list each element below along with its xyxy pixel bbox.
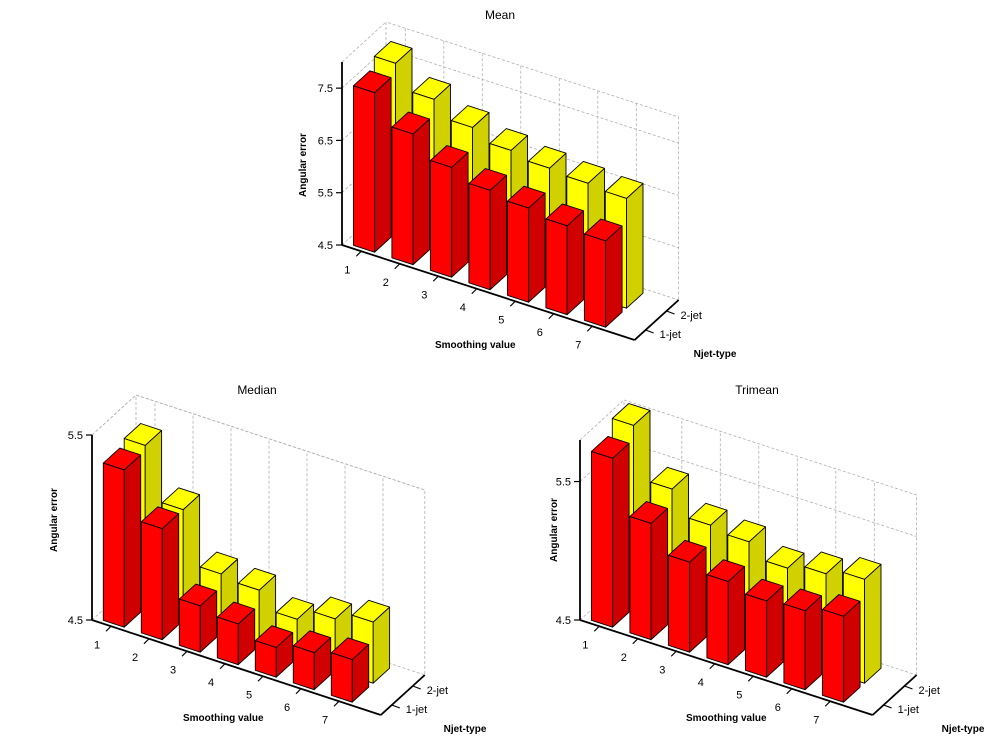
depth-tick-label: 2-jet: [681, 310, 702, 322]
x-tick-label: 6: [775, 702, 781, 714]
chart-title: Mean: [485, 8, 515, 22]
x-axis-label: Smoothing value: [183, 713, 264, 724]
depth-tick-label: 1-jet: [898, 704, 919, 716]
x-tick-label: 3: [170, 664, 176, 676]
x-tick-label: 6: [537, 327, 543, 339]
x-tick-label: 2: [383, 277, 389, 289]
depth-tick-label: 1-jet: [660, 329, 681, 341]
x-axis-label: Smoothing value: [686, 713, 767, 724]
bar-1-jet-3: [178, 583, 218, 653]
y-tick-label: 4.5: [68, 615, 83, 627]
y-tick-label: 4.5: [318, 240, 333, 252]
axes: [86, 434, 426, 716]
depth-tick-label: 2-jet: [427, 685, 448, 697]
y-axis-label: Angular error: [298, 133, 309, 197]
y-axis-label: Angular error: [49, 488, 60, 552]
x-tick-label: 5: [246, 689, 252, 701]
bar-1-jet-4: [216, 601, 256, 666]
z-axis-label: Njet-type: [942, 724, 985, 735]
bar-1-jet-6: [783, 588, 823, 691]
bar-1-jet-2: [629, 501, 669, 641]
bar-1-jet-2: [140, 506, 180, 641]
bar-1-jet-3: [429, 145, 469, 278]
bar-1-jet-6: [292, 630, 332, 691]
x-tick-label: 6: [284, 702, 290, 714]
bar-1-jet-5: [506, 185, 546, 303]
x-tick-label: 4: [460, 302, 466, 314]
x-tick-label: 5: [498, 314, 504, 326]
bar-1-jet-6: [545, 203, 585, 316]
x-tick-label: 3: [421, 289, 427, 301]
x-tick-label: 5: [736, 689, 742, 701]
y-axis-label: Angular error: [549, 498, 560, 562]
x-tick-label: 3: [659, 664, 665, 676]
bar-1-jet-1: [352, 70, 392, 253]
bar-1-jet-7: [330, 637, 370, 703]
bar-1-jet-3: [667, 539, 707, 653]
bar-1-jet-4: [468, 168, 508, 291]
y-tick-label: 5.5: [318, 188, 333, 200]
z-axis-label: Njet-type: [694, 349, 737, 360]
x-tick-label: 1: [344, 264, 350, 276]
bar-1-jet-5: [254, 625, 294, 678]
x-tick-label: 4: [208, 677, 214, 689]
bar-1-jet-4: [706, 559, 746, 666]
chart-title: Median: [237, 383, 276, 397]
x-tick-label: 1: [94, 639, 100, 651]
axes: [574, 440, 918, 716]
x-tick-label: 7: [575, 339, 581, 351]
x-tick-label: 1: [582, 639, 588, 651]
y-tick-label: 7.5: [318, 83, 333, 95]
y-tick-label: 6.5: [318, 135, 333, 147]
y-tick-label: 5.5: [68, 430, 83, 442]
depth-tick-label: 2-jet: [919, 685, 940, 697]
depth-tick-label: 1-jet: [406, 704, 427, 716]
bar-1-jet-7: [821, 594, 861, 703]
axes: [336, 62, 680, 341]
y-tick-label: 5.5: [556, 477, 571, 489]
bar-1-jet-1: [590, 435, 630, 628]
x-tick-label: 2: [132, 652, 138, 664]
bar-1-jet-2: [391, 111, 431, 266]
bar-1-jet-5: [744, 578, 784, 678]
x-axis-label: Smoothing value: [435, 340, 516, 351]
y-tick-label: 4.5: [556, 615, 571, 627]
z-axis-label: Njet-type: [444, 724, 487, 735]
x-tick-label: 4: [698, 677, 704, 689]
bar-1-jet-7: [583, 218, 623, 328]
x-tick-label: 7: [813, 714, 819, 726]
x-tick-label: 7: [322, 714, 328, 726]
x-tick-label: 2: [621, 652, 627, 664]
bar-1-jet-1: [102, 447, 142, 628]
chart-title: Trimean: [735, 383, 779, 397]
